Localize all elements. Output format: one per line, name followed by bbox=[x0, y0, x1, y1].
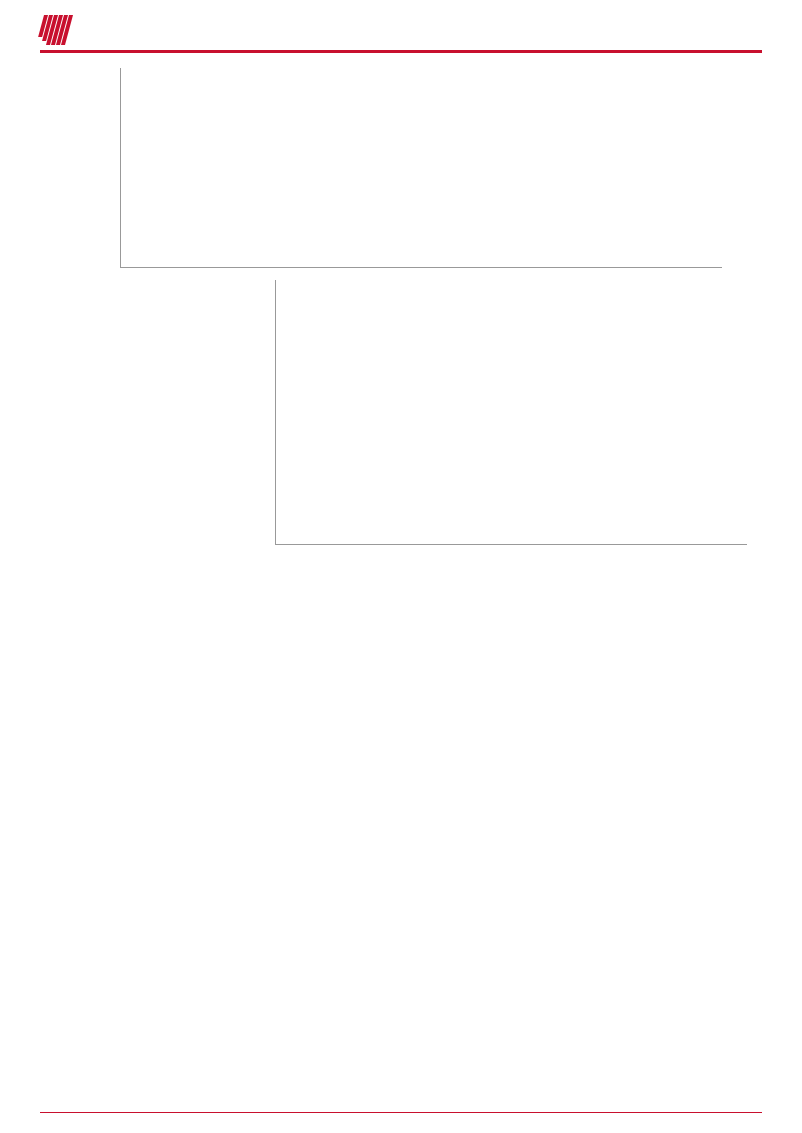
figure2-chart bbox=[120, 280, 752, 570]
figure1-chart bbox=[120, 68, 722, 268]
header-rule bbox=[40, 50, 762, 53]
logo bbox=[40, 15, 77, 45]
page-footer bbox=[40, 1112, 762, 1118]
page-header bbox=[40, 0, 762, 50]
logo-icon bbox=[36, 15, 73, 45]
